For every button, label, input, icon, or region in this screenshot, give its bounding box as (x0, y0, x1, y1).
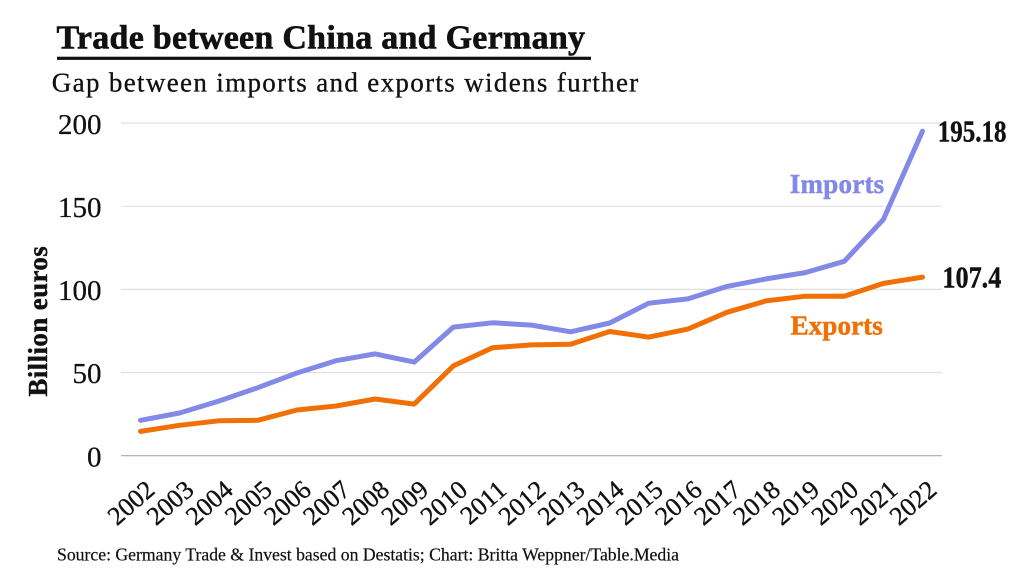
svg-text:195.18: 195.18 (938, 114, 1007, 149)
svg-text:107.4: 107.4 (942, 260, 1001, 295)
svg-text:Exports: Exports (791, 310, 883, 340)
svg-text:200: 200 (58, 109, 102, 141)
svg-text:Imports: Imports (790, 169, 885, 199)
svg-text:100: 100 (58, 275, 102, 307)
svg-text:0: 0 (87, 441, 102, 473)
svg-text:150: 150 (58, 192, 102, 224)
svg-text:Billion euros: Billion euros (23, 246, 53, 396)
svg-text:Source: Germany Trade & Invest: Source: Germany Trade & Invest based on … (57, 545, 679, 565)
svg-text:Trade between China and German: Trade between China and Germany (57, 20, 586, 57)
svg-text:Gap between imports and export: Gap between imports and exports widens f… (52, 67, 639, 97)
svg-text:50: 50 (73, 358, 102, 390)
